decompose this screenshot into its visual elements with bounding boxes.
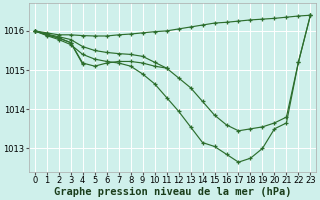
X-axis label: Graphe pression niveau de la mer (hPa): Graphe pression niveau de la mer (hPa) [54, 186, 291, 197]
